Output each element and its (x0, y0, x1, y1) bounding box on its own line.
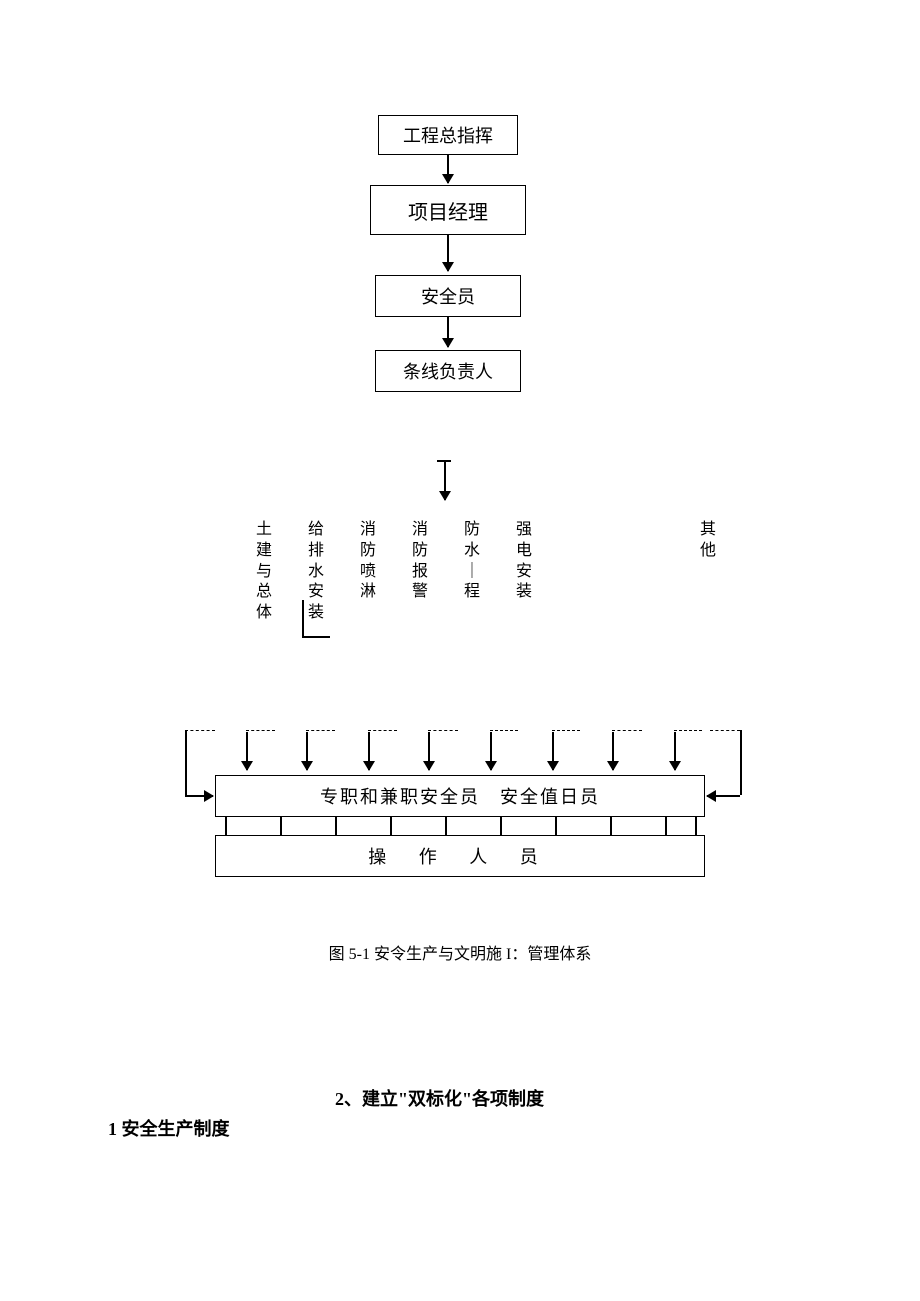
dash-seg (612, 730, 642, 731)
tick (335, 817, 337, 835)
dash-seg (246, 730, 275, 731)
operators-label: 操 作 人 员 (368, 843, 552, 869)
node-label: 项目经理 (408, 196, 488, 225)
heading-2: 2、建立"双标化"各项制度 (335, 1085, 544, 1111)
box-safety-staff: 专职和兼职安全员 安全值日员 (215, 775, 705, 817)
vcol-1: 土建与总体 (256, 520, 272, 624)
dash-seg (710, 730, 740, 731)
tick (390, 817, 392, 835)
dash-arrow (612, 732, 614, 770)
dash-seg (185, 730, 215, 731)
safety-label-a: 专职和兼职安全员 (320, 783, 480, 809)
dash-arrow (246, 732, 248, 770)
tick (445, 817, 447, 835)
tick (695, 817, 697, 835)
arrow-1 (447, 155, 449, 183)
figure-caption: 图 5-1 安令生产与文明施 I：管理体系 (0, 940, 920, 964)
node-label: 工程总指挥 (403, 122, 493, 148)
box-operators: 操 作 人 员 (215, 835, 705, 877)
node-line-lead: 条线负责人 (375, 350, 521, 392)
dash-arrow (368, 732, 370, 770)
left-arrow-in (185, 795, 213, 797)
dash-arrow (306, 732, 308, 770)
node-commander: 工程总指挥 (378, 115, 518, 155)
vcol-7: 其他 (700, 520, 716, 562)
dash-arrow (552, 732, 554, 770)
dash-seg (674, 730, 702, 731)
tick (280, 817, 282, 835)
vcol-2-boxline-l (302, 600, 304, 638)
tick (665, 817, 667, 835)
heading-3: 1 安全生产制度 (108, 1115, 230, 1141)
dash-arrow (490, 732, 492, 770)
node-safety: 安全员 (375, 275, 521, 317)
dash-seg (428, 730, 458, 731)
vcol-2-boxline-b (302, 636, 330, 638)
tick (225, 817, 227, 835)
right-arrow-in (707, 795, 740, 797)
tick (555, 817, 557, 835)
left-vline (185, 730, 187, 795)
node-label: 条线负责人 (403, 358, 493, 384)
dash-seg (306, 730, 335, 731)
vcol-6: 强电安装 (516, 520, 532, 603)
tick (610, 817, 612, 835)
safety-label-b: 安全值日员 (500, 783, 600, 809)
dash-seg (552, 730, 580, 731)
dash-seg (368, 730, 397, 731)
dash-seg (490, 730, 518, 731)
vcol-5: 防水｜程 (464, 520, 480, 603)
vcol-3: 消防喷淋 (360, 520, 376, 603)
tick (500, 817, 502, 835)
arrow-2 (447, 235, 449, 271)
dash-arrow (674, 732, 676, 770)
dash-arrow (428, 732, 430, 770)
arrow-3 (447, 317, 449, 347)
right-vline (740, 730, 742, 795)
vcol-2: 给排水安装 (308, 520, 324, 624)
vcol-4: 消防报警 (412, 520, 428, 603)
arrow-t (444, 460, 446, 500)
node-label: 安全员 (421, 283, 475, 309)
node-pm: 项目经理 (370, 185, 526, 235)
